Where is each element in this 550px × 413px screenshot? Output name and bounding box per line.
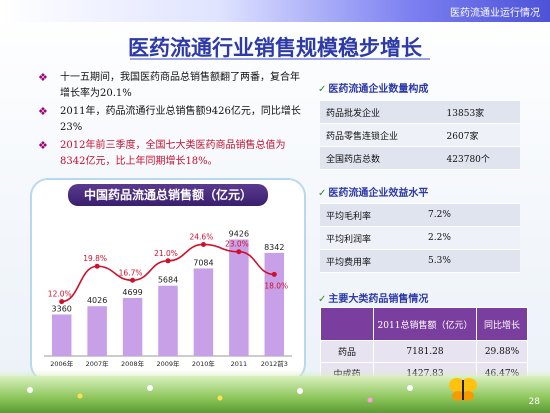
bar (122, 297, 143, 356)
row-value: 7.2% (422, 203, 520, 227)
flowers-illustration (27, 385, 413, 403)
bar-value-label: 3360 (52, 304, 72, 313)
checkmark-icon: ✓ (318, 188, 327, 199)
bullet-text: 十一五期间，我国医药商品总销售额翻了两番，复合年增长率为20.1% (60, 72, 300, 99)
page-number: 28 (528, 397, 540, 407)
table-row: 全国药店总数 423780个 (320, 146, 520, 170)
line-point (59, 299, 65, 305)
table-row: 平均毛利率 7.2% (320, 203, 520, 227)
bullet-item: ❖ 2012年前三季度，全国七大类医药商品销售总值为8342亿元，比上年同期增长… (38, 138, 308, 170)
row-label: 平均利润率 (320, 226, 422, 250)
category-tick-label: 2006年 (50, 359, 74, 368)
line-value-label: 18.0% (264, 281, 288, 290)
bar-value-label: 9426 (229, 229, 249, 238)
diamond-bullet-icon: ❖ (38, 71, 48, 84)
title-underline (130, 58, 430, 60)
line-point (165, 258, 171, 264)
table-row: 药品 7181.28 29.88% (320, 340, 528, 363)
bar (158, 285, 178, 356)
efficiency-table: 平均毛利率 7.2% 平均利润率 2.2% 平均费用率 5.3% (320, 203, 520, 273)
chart-title: 中国药品流通总销售额（亿元） (68, 184, 268, 206)
category-tick-label: 2007年 (86, 359, 110, 368)
line-value-label: 23.0% (225, 240, 249, 249)
line-value-label: 19.8% (83, 254, 107, 263)
line-point (236, 249, 242, 255)
table-row: 药品零售连锁企业 2607家 (320, 123, 520, 147)
line-value-label: 21.0% (154, 249, 178, 258)
bar (87, 306, 107, 356)
bar-value-label: 8342 (264, 243, 284, 252)
bar-value-label: 7084 (193, 258, 213, 267)
row-value: 2607家 (440, 123, 520, 147)
category-tick-label: 2010年 (192, 359, 216, 368)
bar-value-label: 4699 (122, 288, 142, 297)
butterfly-icon (449, 378, 477, 401)
row-value: 5.3% (422, 249, 520, 273)
panel-title-enterprise-count: ✓ 医药流通企业数量构成 (318, 80, 428, 95)
table-row: 平均费用率 5.3% (320, 249, 520, 273)
panel-title-efficiency: ✓ 医药流通企业效益水平 (318, 184, 428, 199)
decorative-stripe (0, 370, 550, 380)
header-cell (320, 307, 374, 341)
sales-chart: 3360 2006年 4026 2007年 4699 2008年 5684 2009年 7084… (44, 229, 292, 368)
bar (264, 252, 285, 356)
panel-title-category-sales: ✓ 主要大类药品销售情况 (318, 290, 428, 305)
category-name: 药品 (320, 340, 374, 363)
category-tick-label: 2012前3 (261, 359, 288, 368)
category-tick-label: 2011 (231, 360, 248, 368)
category-tick-label: 2008年 (121, 359, 145, 368)
bullet-item: ❖ 十一五期间，我国医药商品总销售额翻了两番，复合年增长率为20.1% (38, 70, 308, 102)
line-value-label: 24.6% (190, 232, 214, 241)
bullet-text: 2012年前三季度，全国七大类医药商品销售总值为8342亿元，比上年同期增长18… (60, 140, 286, 167)
row-value: 423780个 (440, 146, 520, 170)
checkmark-icon: ✓ (318, 294, 327, 305)
panel-title-text: 医药流通企业效益水平 (328, 188, 429, 199)
diamond-bullet-icon: ❖ (38, 139, 48, 152)
enterprise-count-table: 药品批发企业 13853家 药品零售连锁企业 2607家 全国药店总数 4237… (320, 100, 520, 170)
line-value-label: 12.0% (48, 290, 72, 299)
line-point (94, 263, 100, 269)
page-title: 医药流通行业销售规模稳步增长 (128, 35, 422, 60)
bullet-text: 2011年，药品流通行业总销售额9426亿元，同比增长23% (60, 106, 301, 133)
row-label: 全国药店总数 (320, 146, 441, 170)
row-label: 平均费用率 (320, 249, 422, 273)
table-row: 平均利润率 2.2% (320, 226, 520, 250)
row-value: 13853家 (440, 100, 520, 124)
line-point (200, 241, 206, 247)
row-label: 平均毛利率 (320, 203, 422, 227)
section-tag: 医药流通业运行情况 (450, 8, 540, 19)
line-point (271, 271, 277, 277)
top-banner: 医药流通业运行情况 (0, 0, 550, 22)
table-header-row: 2011总销售额（亿元） 同比增长 (320, 307, 528, 341)
row-label: 药品批发企业 (320, 100, 441, 124)
category-growth: 29.88% (476, 340, 528, 363)
checkmark-icon: ✓ (318, 84, 327, 95)
line-value-label: 16.7% (119, 268, 143, 277)
bar-value-label: 5684 (158, 276, 178, 285)
bar (51, 314, 72, 356)
table-row: 药品批发企业 13853家 (320, 100, 520, 124)
panel-title-text: 医药流通企业数量构成 (328, 84, 429, 95)
bar (229, 239, 249, 356)
bar-value-label: 4026 (87, 296, 107, 305)
header-cell: 同比增长 (476, 307, 528, 341)
category-tick-label: 2009年 (156, 359, 180, 368)
row-label: 药品零售连锁企业 (320, 123, 441, 147)
row-value: 2.2% (422, 226, 520, 250)
bar (193, 268, 214, 356)
header-cell: 2011总销售额（亿元） (373, 307, 477, 341)
bullet-list: ❖ 十一五期间，我国医药商品总销售额翻了两番，复合年增长率为20.1% ❖ 20… (38, 70, 308, 172)
bullet-item: ❖ 2011年，药品流通行业总销售额9426亿元，同比增长23% (38, 104, 308, 136)
category-sales: 7181.28 (373, 340, 477, 363)
line-point (130, 277, 136, 283)
panel-title-text: 主要大类药品销售情况 (328, 294, 429, 305)
diamond-bullet-icon: ❖ (38, 105, 48, 118)
